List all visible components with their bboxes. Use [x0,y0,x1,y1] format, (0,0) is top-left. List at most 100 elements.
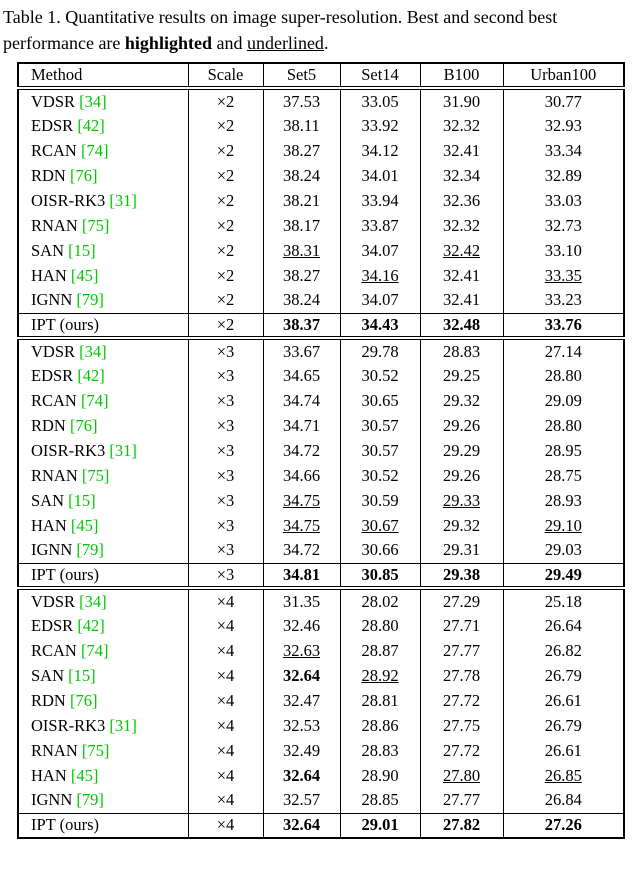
citation-link[interactable]: [74] [80,390,109,410]
scale-cell: ×2 [187,138,264,163]
citation-link[interactable]: [76] [69,415,98,435]
value-cell-set14: 30.59 [339,488,421,513]
citation-link[interactable]: [75] [81,740,110,760]
citation-link[interactable]: [34] [79,341,107,361]
method-name: VDSR [31,91,76,111]
psnr-value: 27.72 [442,690,481,710]
citation-link[interactable]: [75] [81,465,110,485]
psnr-value: 26.79 [544,665,582,685]
psnr-value: 30.85 [361,564,399,584]
value-cell-urban100: 32.73 [502,213,625,238]
citation-link[interactable]: [74] [80,140,109,160]
scale-cell: ×4 [187,738,264,763]
value-cell-b100: 27.82 [419,812,504,838]
citation-link[interactable]: [42] [77,365,105,385]
psnr-value: 29.10 [544,515,582,535]
citation-link[interactable]: [34] [79,591,107,611]
value-cell-set5: 38.27 [262,263,341,288]
psnr-value: 30.52 [361,365,399,385]
caption-underlined-word: underlined [246,33,324,53]
psnr-value: 38.11 [283,115,320,135]
value-cell-b100: 32.34 [419,163,504,188]
value-cell-b100: 29.32 [419,388,504,413]
psnr-value: 28.83 [442,341,481,361]
citation-link[interactable]: [42] [77,115,105,135]
scale-cell: ×4 [187,688,264,713]
citation-link[interactable]: [74] [80,640,109,660]
value-cell-set5: 34.66 [262,463,341,488]
method-name: EDSR [31,365,74,385]
method-name: RCAN [31,390,77,410]
citation-link[interactable]: [79] [76,790,104,810]
psnr-value: 38.21 [282,190,321,210]
citation-link[interactable]: [31] [109,440,137,460]
value-cell-set14: 28.80 [339,613,421,638]
method-row: SAN [15] ×3 34.75 30.59 29.33 28.93 [17,488,625,513]
value-cell-set5: 38.37 [262,312,341,338]
psnr-value: 33.92 [361,115,399,135]
value-cell-urban100: 30.77 [502,88,625,113]
citation-link[interactable]: [45] [70,515,99,535]
citation-link[interactable]: [15] [68,490,96,510]
method-row: RCAN [74] ×3 34.74 30.65 29.32 29.09 [17,388,625,413]
value-cell-set5: 34.72 [262,538,341,563]
value-cell-urban100: 26.85 [502,763,625,788]
citation-link[interactable]: [15] [68,665,96,685]
ours-row: IPT (ours) ×2 38.37 34.43 32.48 33.76 [17,312,625,338]
method-name: IPT (ours) [31,815,99,835]
psnr-value: 38.17 [282,215,321,235]
value-cell-set5: 34.71 [262,413,341,438]
method-name: OISR-RK3 [31,715,106,735]
value-cell-set14: 33.92 [339,113,421,138]
psnr-value: 28.85 [361,790,399,810]
method-cell: IGNN [79] [17,538,189,563]
citation-link[interactable]: [34] [79,91,107,111]
psnr-value: 30.52 [361,465,399,485]
citation-link[interactable]: [76] [69,165,98,185]
citation-link[interactable]: [42] [77,615,105,635]
citation-link[interactable]: [31] [109,190,137,210]
value-cell-urban100: 26.82 [502,638,625,663]
method-name: IPT (ours) [31,314,99,334]
value-cell-b100: 27.72 [419,688,504,713]
method-cell: RNAN [75] [17,463,189,488]
psnr-value: 34.01 [361,165,399,185]
value-cell-set5: 37.53 [262,88,341,113]
scale-cell: ×4 [187,788,264,813]
citation-link[interactable]: [15] [68,240,96,260]
method-cell: IPT (ours) [17,312,189,338]
scale-cell: ×3 [187,338,264,363]
citation-link[interactable]: [76] [69,690,98,710]
psnr-value: 29.29 [442,440,481,460]
value-cell-urban100: 32.93 [502,113,625,138]
psnr-value: 26.82 [544,640,582,660]
psnr-value: 33.34 [544,140,582,160]
citation-link[interactable]: [79] [76,290,104,310]
value-cell-set14: 33.94 [339,188,421,213]
value-cell-set14: 30.66 [339,538,421,563]
citation-link[interactable]: [45] [70,265,99,285]
citation-link[interactable]: [31] [109,715,137,735]
psnr-value: 27.78 [442,665,481,685]
value-cell-urban100: 26.61 [502,738,625,763]
value-cell-urban100: 33.76 [502,312,625,338]
psnr-value: 30.65 [361,390,399,410]
scale-cell: ×2 [187,188,264,213]
psnr-value: 32.64 [282,815,321,835]
scale-cell: ×3 [187,388,264,413]
value-cell-set5: 38.27 [262,138,341,163]
scale-cell: ×4 [187,713,264,738]
value-cell-urban100: 28.93 [502,488,625,513]
citation-link[interactable]: [45] [70,765,99,785]
value-cell-set14: 28.87 [339,638,421,663]
citation-link[interactable]: [75] [81,215,110,235]
scale-cell: ×4 [187,663,264,688]
scale-cell: ×3 [187,413,264,438]
method-name: IPT (ours) [31,564,99,584]
scale-cell: ×2 [187,263,264,288]
psnr-value: 34.43 [361,314,399,334]
citation-link[interactable]: [79] [76,540,104,560]
psnr-value: 32.53 [282,715,321,735]
method-name: RCAN [31,140,77,160]
psnr-value: 26.61 [544,690,582,710]
